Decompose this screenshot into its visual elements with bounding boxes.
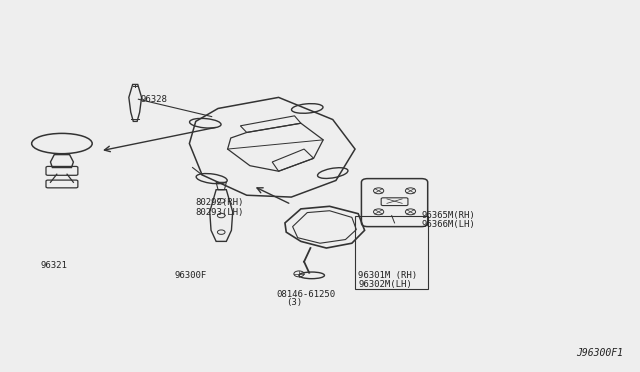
Text: 96328: 96328 bbox=[140, 95, 167, 104]
Text: 96321: 96321 bbox=[41, 261, 68, 270]
Bar bbox=[355, 215, 428, 289]
Text: J96300F1: J96300F1 bbox=[576, 348, 623, 358]
Text: 96302M(LH): 96302M(LH) bbox=[358, 280, 412, 289]
Text: 96365M(RH): 96365M(RH) bbox=[422, 211, 476, 220]
Text: 96301M (RH): 96301M (RH) bbox=[358, 271, 417, 280]
Text: 80293(LH): 80293(LH) bbox=[196, 208, 244, 218]
Text: (3): (3) bbox=[286, 298, 302, 307]
Text: 96300F: 96300F bbox=[175, 271, 207, 280]
Text: 08146-61250: 08146-61250 bbox=[276, 291, 336, 299]
Text: 80292(RH): 80292(RH) bbox=[196, 198, 244, 207]
Text: 96366M(LH): 96366M(LH) bbox=[422, 220, 476, 229]
